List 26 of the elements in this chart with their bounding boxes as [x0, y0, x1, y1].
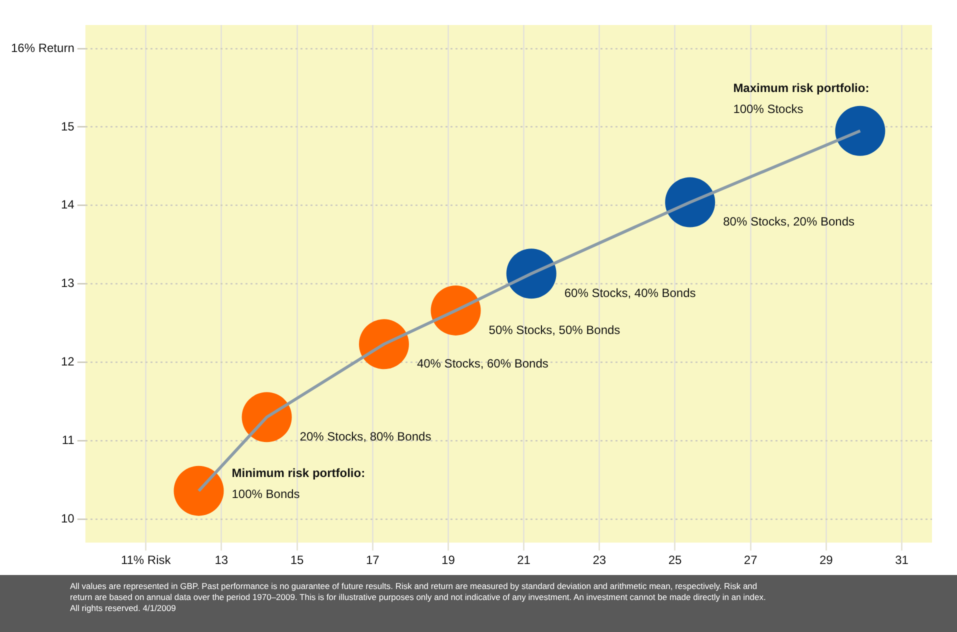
y-tick-label: 14	[61, 198, 75, 212]
annotation: 20% Stocks, 80% Bonds	[300, 429, 432, 444]
y-tick-label: 16% Return	[10, 40, 74, 55]
annotation: 50% Stocks, 50% Bonds	[488, 322, 620, 337]
y-tick-label: 15	[61, 119, 75, 134]
x-tick-label: 17	[366, 553, 380, 568]
y-tick-label: 12	[61, 354, 75, 369]
x-tick-label: 25	[668, 553, 682, 568]
x-tick-label: 27	[744, 553, 758, 568]
text: All values are represented in GBP. Past performance is no guarantee of future results. Risk and return are measured by standard deviation and arithmetic mean, respectively. Risk and return are based on annual data over the period 1970–2009. This is for illustrative purposes only and not indicative of any investment. An investment cannot be made directly in an index. All rights reserved. 4/1/2009	[0, 575, 957, 632]
annotation: 80% Stocks, 20% Bonds	[723, 214, 855, 229]
annotation: 40% Stocks, 60% Bonds	[416, 356, 548, 370]
x-tick-label: 23	[592, 553, 606, 568]
y-tick-label: 10	[61, 511, 75, 526]
x-tick-label: 31	[895, 553, 909, 568]
x-tick-label: 19	[442, 553, 456, 568]
y-tick-label: 13	[61, 276, 75, 290]
annotation: 60% Stocks, 40% Bonds	[564, 286, 696, 300]
y-tick-label: 11	[62, 432, 75, 447]
x-tick-label: 21	[517, 553, 531, 568]
x-tick-label: 29	[819, 553, 834, 568]
x-tick-label: 11% Risk	[120, 553, 172, 568]
x-tick-label: 13	[214, 553, 228, 568]
x-tick-label: 15	[290, 553, 304, 568]
annotation: Maximum risk portfolio: 100% Stocks	[733, 81, 870, 116]
annotation: Minimum risk portfolio: 100% Bonds	[232, 466, 366, 502]
